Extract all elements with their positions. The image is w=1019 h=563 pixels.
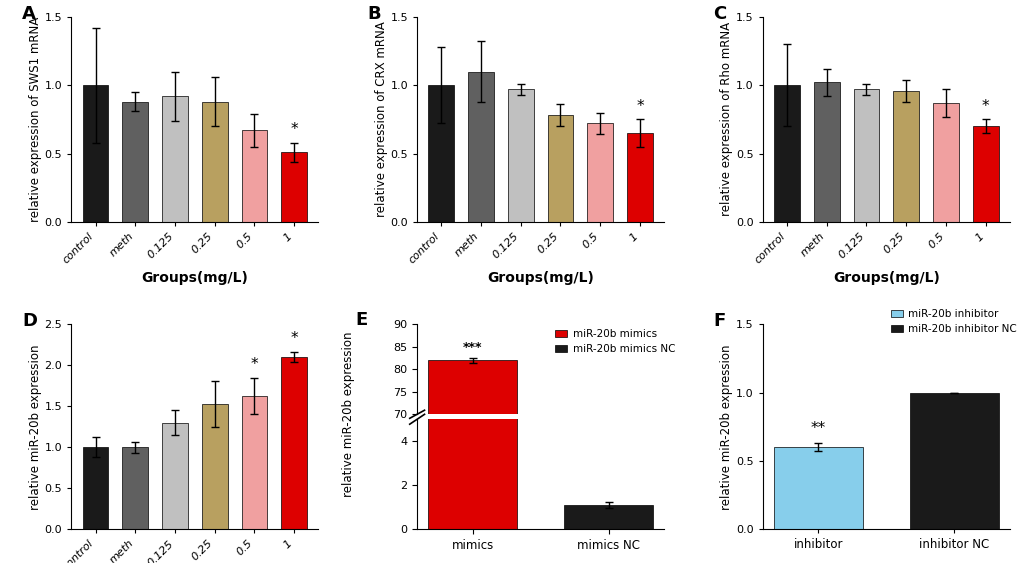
Bar [162, 96, 187, 222]
Bar [507, 90, 533, 222]
Bar [564, 505, 652, 529]
Bar [773, 85, 799, 222]
Bar [281, 152, 307, 222]
Bar [83, 85, 108, 222]
Text: *: * [290, 122, 298, 137]
Bar [773, 447, 862, 529]
Legend: miR-20b inhibitor, miR-20b inhibitor NC: miR-20b inhibitor, miR-20b inhibitor NC [886, 305, 1019, 338]
Bar [122, 447, 148, 529]
Text: **: ** [810, 421, 825, 436]
Y-axis label: relative miR-20b expression: relative miR-20b expression [29, 344, 42, 510]
Text: D: D [22, 312, 37, 330]
Y-axis label: relative expression of CRX mRNA: relative expression of CRX mRNA [374, 21, 387, 217]
Bar [813, 82, 839, 222]
Text: F: F [712, 312, 725, 330]
Bar [202, 101, 227, 222]
Bar [242, 130, 267, 222]
Legend: miR-20b mimics, miR-20b mimics NC: miR-20b mimics, miR-20b mimics NC [550, 325, 679, 359]
Text: C: C [712, 5, 726, 23]
Text: E: E [355, 311, 367, 329]
Bar [627, 133, 652, 222]
Bar [202, 404, 227, 529]
Y-axis label: relative miR-20b expression: relative miR-20b expression [342, 331, 355, 497]
Y-axis label: relative expression of Rho mRNA: relative expression of Rho mRNA [719, 23, 733, 216]
Y-axis label: relative miR-20b expression: relative miR-20b expression [719, 344, 733, 510]
Bar [428, 85, 453, 222]
Bar [122, 101, 148, 222]
Text: A: A [22, 5, 36, 23]
X-axis label: Groups(mg/L): Groups(mg/L) [833, 271, 938, 285]
Bar [972, 126, 998, 222]
Bar [428, 360, 517, 563]
Bar [83, 447, 108, 529]
Bar [281, 357, 307, 529]
Bar [547, 115, 573, 222]
Text: *: * [636, 99, 643, 114]
Text: *: * [251, 357, 258, 372]
Bar [853, 90, 878, 222]
Text: *: * [981, 99, 988, 114]
Bar [932, 103, 958, 222]
Bar [909, 392, 998, 529]
Bar [587, 123, 612, 222]
Y-axis label: relative expression of SWS1 mRNA: relative expression of SWS1 mRNA [29, 17, 42, 222]
Text: *: * [290, 332, 298, 346]
Bar [468, 72, 493, 222]
X-axis label: Groups(mg/L): Groups(mg/L) [142, 271, 248, 285]
Text: B: B [368, 5, 381, 23]
Bar [162, 423, 187, 529]
Bar [893, 91, 918, 222]
Bar [428, 0, 517, 529]
X-axis label: Groups(mg/L): Groups(mg/L) [487, 271, 593, 285]
Text: ***: *** [463, 341, 482, 354]
Bar [242, 396, 267, 529]
